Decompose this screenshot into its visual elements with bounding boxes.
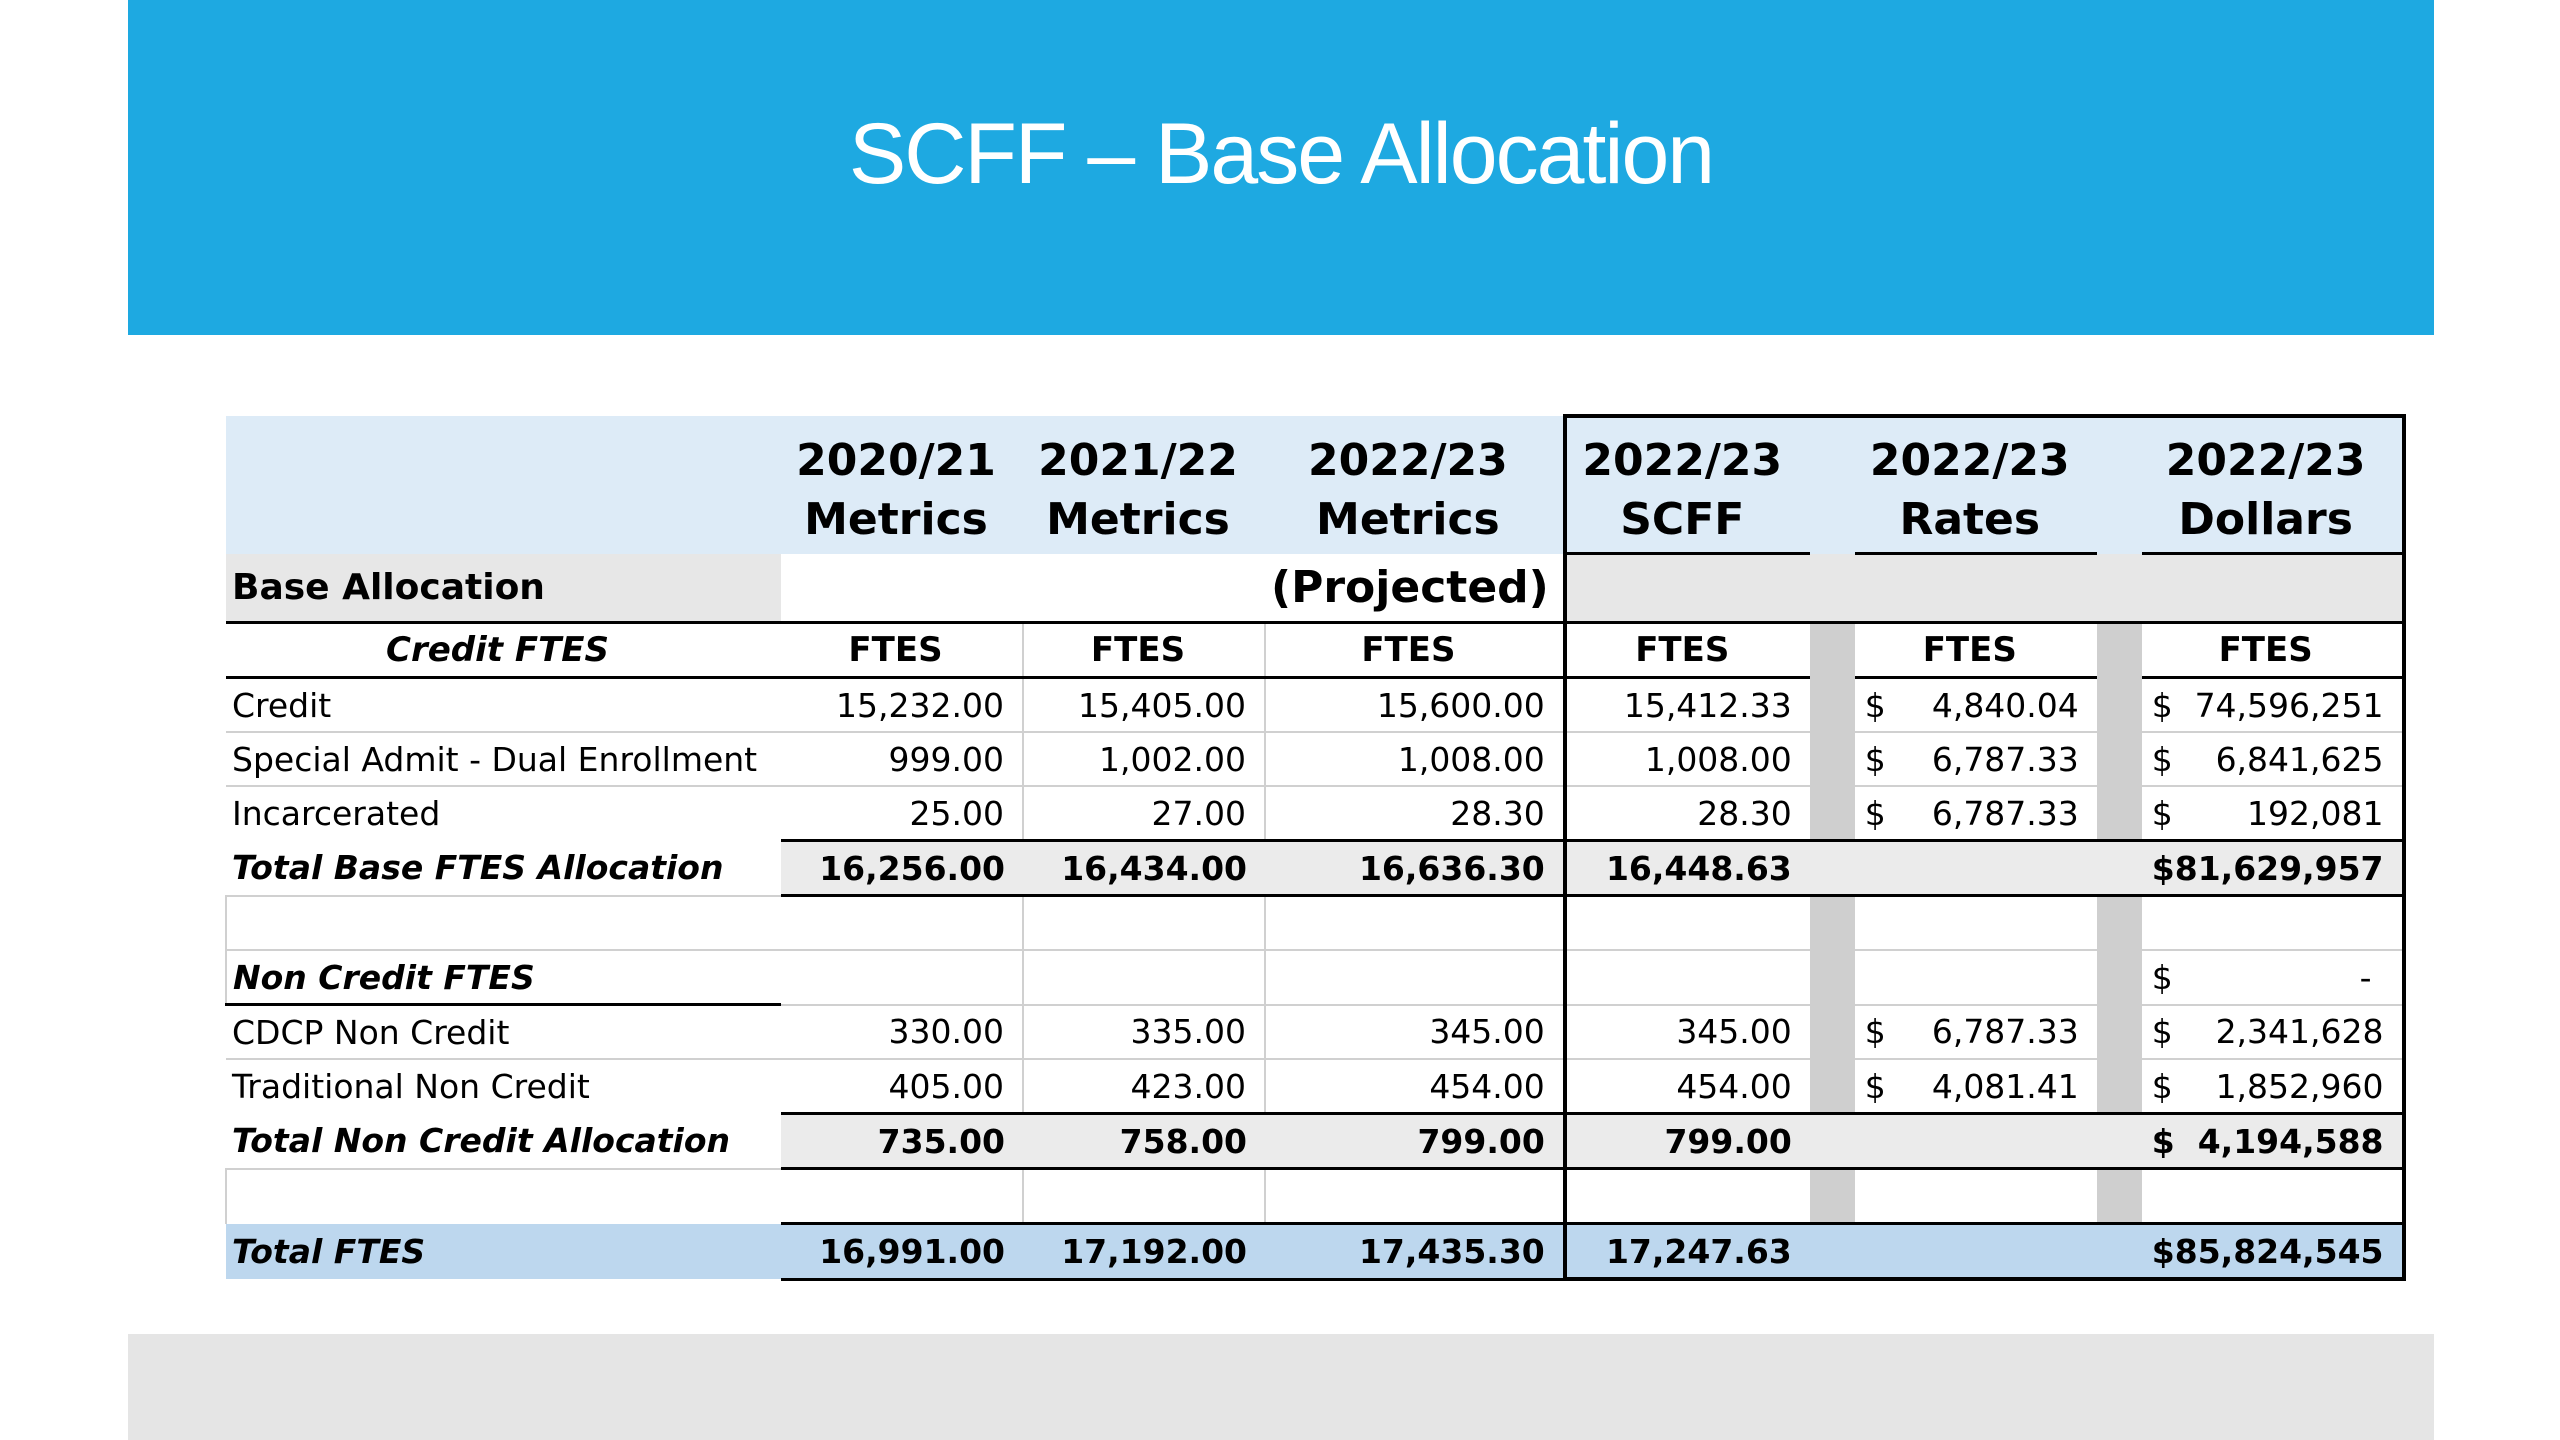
- header-blank: [226, 486, 781, 554]
- units-row: Credit FTES FTES FTES FTES FTES FTES FTE…: [226, 621, 2406, 679]
- credit-ftes-heading: Credit FTES: [226, 621, 781, 678]
- table-row: Incarcerated 25.00 27.00 28.30 28.30 $6,…: [226, 786, 2406, 841]
- header-gap: [2096, 486, 2142, 554]
- noncredit-ftes-heading: Non Credit FTES: [225, 950, 781, 1006]
- units-label: FTES: [1562, 621, 1810, 679]
- slide-title: SCFF – Base Allocation: [848, 106, 1715, 202]
- title-banner: SCFF – Base Allocation: [128, 0, 2434, 335]
- header-row-kinds: Metrics Metrics Metrics SCFF Rates Dolla…: [226, 486, 2406, 555]
- header-metrics-2: Metrics: [1023, 486, 1265, 554]
- section-label: Base Allocation: [226, 553, 781, 623]
- header-metrics-1: Metrics: [781, 486, 1023, 554]
- table-row: Special Admit - Dual Enrollment 999.00 1…: [226, 732, 2406, 787]
- projected-label: (Projected): [1265, 553, 1565, 623]
- grand-total-row: Total FTES 16,991.00 17,192.00 17,435.30…: [226, 1222, 2406, 1281]
- noncredit-heading-row: Non Credit FTES $ -: [225, 950, 2406, 1006]
- total-row-credit: Total Base FTES Allocation 16,256.00 16,…: [226, 839, 2406, 897]
- header-gap: [1809, 486, 1855, 554]
- header-year-2022-23-scff: 2022/23: [1562, 414, 1810, 486]
- units-label: FTES: [1854, 621, 2097, 679]
- header-rates: Rates: [1854, 486, 2097, 555]
- spacer-row: [225, 895, 2406, 951]
- spacer-row: [225, 1167, 2406, 1224]
- units-label: FTES: [2141, 621, 2406, 679]
- header-year-2022-23-rates: 2022/23: [1854, 414, 2097, 486]
- units-label: FTES: [781, 621, 1024, 679]
- header-year-2022-23-dollars: 2022/23: [2141, 414, 2406, 486]
- header-gap: [2096, 414, 2142, 486]
- footer-bar: [128, 1334, 2434, 1440]
- table-row: Credit 15,232.00 15,405.00 15,600.00 15,…: [226, 676, 2406, 733]
- table-row: CDCP Non Credit 330.00 335.00 345.00 345…: [226, 1004, 2406, 1060]
- header-year-2022-23-metrics: 2022/23: [1265, 416, 1565, 486]
- header-blank: [226, 416, 781, 486]
- total-row-noncredit: Total Non Credit Allocation 735.00 758.0…: [226, 1112, 2406, 1170]
- header-dollars: Dollars: [2141, 486, 2406, 555]
- header-year-2020-21: 2020/21: [781, 416, 1023, 486]
- base-allocation-table: 2020/21 2021/22 2022/23 2022/23 2022/23 …: [225, 414, 2406, 1281]
- units-label: FTES: [1023, 621, 1266, 679]
- section-row: Base Allocation (Projected): [226, 553, 2406, 623]
- header-scff: SCFF: [1562, 486, 1810, 555]
- header-gap: [1809, 414, 1855, 486]
- units-label: FTES: [1265, 621, 1565, 679]
- table-row: Traditional Non Credit 405.00 423.00 454…: [226, 1059, 2406, 1114]
- header-year-2021-22: 2021/22: [1023, 416, 1265, 486]
- header-metrics-3: Metrics: [1265, 486, 1565, 554]
- header-row-years: 2020/21 2021/22 2022/23 2022/23 2022/23 …: [226, 414, 2406, 486]
